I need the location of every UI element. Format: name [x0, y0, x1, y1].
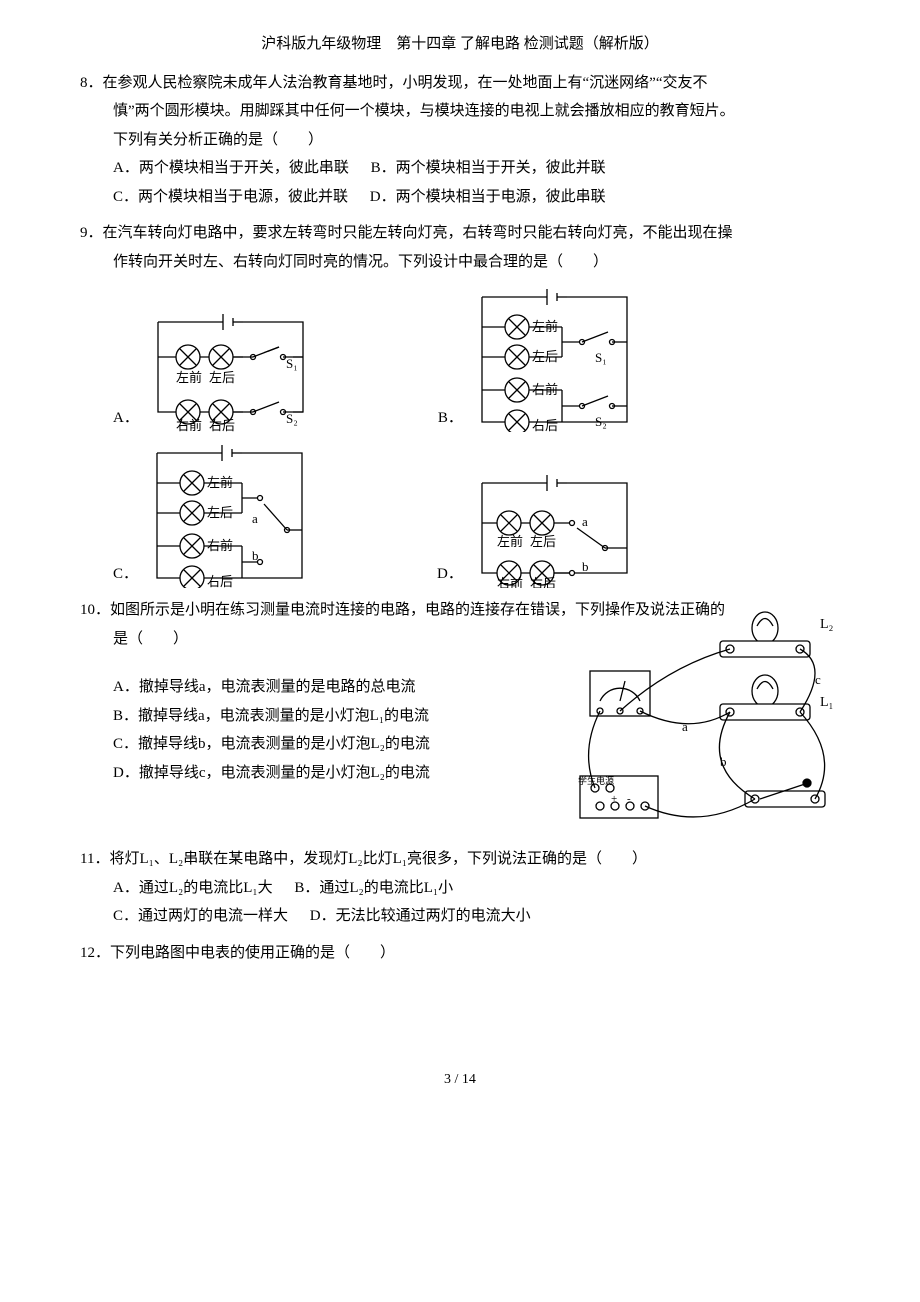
- q8-num: 8．: [80, 75, 103, 91]
- q9-label-c: C．: [113, 560, 138, 589]
- q11-text: 将灯L₁、L₂串联在某电路中，发现灯L₂比灯L₁亮很多，下列说法正确的是（ ）: [109, 851, 647, 867]
- svg-text:a: a: [682, 719, 688, 734]
- svg-text:S₂: S₂: [286, 411, 298, 426]
- svg-text:左后: 左后: [530, 534, 556, 549]
- svg-text:左后: 左后: [532, 349, 558, 364]
- q9-diagram-a: 左前 左后 右前 右后 S₁ S₂: [143, 302, 318, 432]
- question-8: 8．在参观人民检察院未成年人法治教育基地时，小明发现，在一处地面上有“沉迷网络”…: [80, 69, 840, 212]
- q9-label-a: A．: [113, 404, 139, 433]
- svg-text:-: -: [627, 793, 631, 805]
- q8-opt-c: C．两个模块相当于电源，彼此并联: [113, 183, 348, 212]
- svg-text:a: a: [252, 511, 258, 526]
- question-12: 12．下列电路图中电表的使用正确的是（ ）: [80, 939, 840, 968]
- q9-diagram-c: 左前 左后 右前 右后 a b: [142, 438, 317, 588]
- page-header: 沪科版九年级物理 第十四章 了解电路 检测试题（解析版）: [80, 30, 840, 59]
- q11-opt-d: D．无法比较通过两灯的电流大小: [310, 902, 531, 931]
- svg-text:右后: 右后: [207, 574, 233, 588]
- page-footer: 3 / 14: [80, 1067, 840, 1094]
- question-11: 11．将灯L₁、L₂串联在某电路中，发现灯L₂比灯L₁亮很多，下列说法正确的是（…: [80, 845, 840, 931]
- svg-text:右前: 右前: [176, 418, 202, 432]
- svg-text:左后: 左后: [209, 370, 235, 385]
- svg-text:L₂: L₂: [820, 617, 834, 632]
- q11-opt-a: A．通过L₂的电流比L₁大: [113, 874, 273, 903]
- svg-text:右前: 右前: [532, 382, 558, 397]
- q11-num: 11．: [80, 851, 109, 867]
- q8-t1: 在参观人民检察院未成年人法治教育基地时，小明发现，在一处地面上有“沉迷网络”“交…: [103, 75, 708, 91]
- svg-text:+: +: [611, 793, 617, 805]
- q9-num: 9．: [80, 225, 103, 241]
- q12-text: 下列电路图中电表的使用正确的是（ ）: [110, 945, 395, 961]
- q8-t2: 慎”两个圆形模块。用脚踩其中任何一个模块，与模块连接的电视上就会播放相应的教育短…: [80, 97, 840, 126]
- svg-text:左前: 左前: [176, 370, 202, 385]
- q10-num: 10．: [80, 602, 110, 618]
- svg-text:b: b: [252, 548, 259, 563]
- svg-text:左后: 左后: [207, 505, 233, 520]
- svg-text:c: c: [815, 672, 821, 687]
- q9-t1: 在汽车转向灯电路中，要求左转弯时只能左转向灯亮，右转弯时只能右转向灯亮，不能出现…: [103, 225, 733, 241]
- svg-text:S₁: S₁: [286, 356, 298, 371]
- q8-opt-d: D．两个模块相当于电源，彼此串联: [370, 183, 606, 212]
- svg-text:右后: 右后: [209, 418, 235, 432]
- q9-t2: 作转向开关时左、右转向灯同时亮的情况。下列设计中最合理的是（ ）: [80, 248, 840, 277]
- q9-diagram-d: 左前 左后 右前 右后 a b: [467, 468, 642, 588]
- svg-text:a: a: [582, 514, 588, 529]
- q9-label-b: B．: [438, 404, 463, 433]
- svg-text:S₂: S₂: [595, 414, 607, 429]
- q9-label-d: D．: [437, 560, 463, 589]
- q8-opt-a: A．两个模块相当于开关，彼此串联: [113, 154, 349, 183]
- svg-text:左前: 左前: [532, 319, 558, 334]
- svg-text:右前: 右前: [207, 538, 233, 553]
- svg-text:左前: 左前: [207, 475, 233, 490]
- svg-text:b: b: [582, 559, 589, 574]
- svg-text:右前: 右前: [497, 576, 523, 588]
- q10-circuit-figure: 学生电源 + - L₂ L₁ a b c: [570, 606, 850, 836]
- svg-text:左前: 左前: [497, 534, 523, 549]
- svg-text:S₁: S₁: [595, 350, 607, 365]
- q11-opt-c: C．通过两灯的电流一样大: [113, 902, 288, 931]
- question-10: 10．如图所示是小明在练习测量电流时连接的电路，电路的连接存在错误，下列操作及说…: [80, 596, 840, 787]
- svg-text:右后: 右后: [530, 576, 556, 588]
- q12-num: 12．: [80, 945, 110, 961]
- q9-diagram-b: 左前 左后 右前 右后 S₁ S₂: [467, 282, 642, 432]
- svg-text:学生电源: 学生电源: [578, 775, 614, 786]
- q8-opt-b: B．两个模块相当于开关，彼此并联: [371, 154, 606, 183]
- question-9: 9．在汽车转向灯电路中，要求左转弯时只能左转向灯亮，右转弯时只能右转向灯亮，不能…: [80, 219, 840, 588]
- q11-opt-b: B．通过L₂的电流比L₁小: [294, 874, 453, 903]
- svg-text:L₁: L₁: [820, 695, 833, 710]
- svg-text:右后: 右后: [532, 418, 558, 432]
- svg-text:b: b: [720, 754, 727, 769]
- q8-t3: 下列有关分析正确的是（ ）: [80, 126, 840, 155]
